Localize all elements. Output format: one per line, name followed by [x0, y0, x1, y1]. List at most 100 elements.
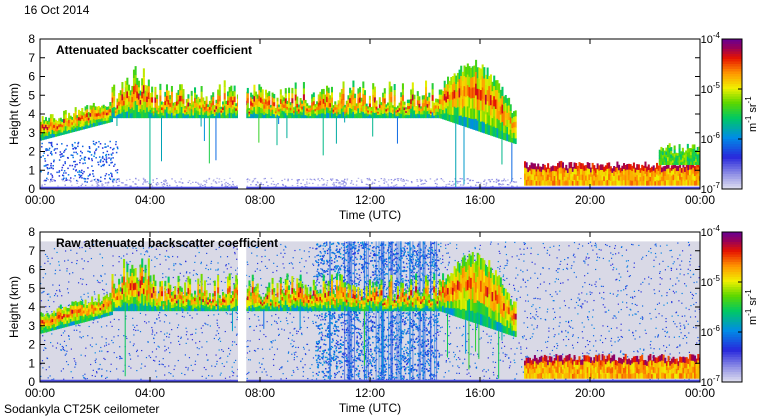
colorbar-swatch	[722, 244, 742, 248]
colorbar-frame	[721, 231, 743, 383]
colorbar-swatch	[722, 377, 742, 380]
colorbar-swatch	[722, 274, 742, 278]
colorbar-swatch	[722, 146, 742, 150]
colorbar-swatch	[722, 257, 742, 260]
colorbar-swatch	[722, 144, 742, 147]
colorbar-swatch	[722, 267, 742, 270]
colorbar-swatch	[722, 259, 742, 263]
colorbar-swatch	[722, 89, 742, 92]
colorbar-tick-label: 10-5	[701, 81, 721, 96]
colorbar-swatch	[722, 94, 742, 97]
colorbar-tick-label: 10-7	[701, 181, 721, 196]
colorbar-swatch	[722, 159, 742, 162]
colorbar-swatch	[722, 337, 742, 340]
colorbar-tick-label: 10-4	[701, 31, 721, 46]
colorbar-unit: m-1 sr-1	[744, 96, 759, 132]
colorbar-swatch	[722, 76, 742, 80]
colorbar-swatch	[722, 309, 742, 313]
colorbar-swatch	[722, 136, 742, 140]
x-axis-label: Time (UTC)	[339, 401, 401, 415]
y-tick-label: 0	[28, 182, 35, 196]
y-tick-label: 1	[28, 163, 35, 177]
y-tick-label: 6	[28, 70, 35, 84]
colorbar-swatch	[722, 362, 742, 365]
colorbar-swatch	[722, 79, 742, 82]
colorbar-swatch	[722, 114, 742, 117]
colorbar-swatch	[722, 352, 742, 355]
colorbar-swatch	[722, 84, 742, 87]
colorbar-tick-label: 10-6	[701, 324, 721, 339]
colorbar-swatch	[722, 181, 742, 185]
colorbar-swatch	[722, 129, 742, 132]
x-tick-label: 20:00	[575, 193, 605, 207]
colorbar-swatch	[722, 367, 742, 370]
colorbar-swatch	[722, 124, 742, 127]
y-tick-label: 2	[28, 338, 35, 352]
y-tick-label: 3	[28, 319, 35, 333]
colorbar-swatch	[722, 131, 742, 135]
colorbar-swatch	[722, 284, 742, 288]
colorbar-swatch	[722, 119, 742, 122]
y-tick-label: 4	[28, 107, 35, 121]
colorbar-swatch	[722, 169, 742, 172]
colorbar-swatch	[722, 151, 742, 155]
colorbar-swatch	[722, 61, 742, 65]
colorbar-swatch	[722, 74, 742, 77]
colorbar-swatch	[722, 372, 742, 375]
colorbar-swatch	[722, 96, 742, 100]
colorbar-swatch	[722, 49, 742, 52]
colorbar-swatch	[722, 39, 742, 42]
colorbar-swatch	[722, 56, 742, 60]
colorbar-swatch	[722, 86, 742, 90]
data-gap	[238, 232, 247, 382]
colorbar-swatch	[722, 186, 742, 190]
colorbar-swatch	[722, 332, 742, 335]
colorbar-swatch	[722, 374, 742, 378]
x-tick-label: 08:00	[245, 193, 275, 207]
colorbar-unit: m-1 sr-1	[744, 289, 759, 325]
x-tick-label: 00:00	[25, 386, 55, 400]
x-tick-label: 08:00	[245, 386, 275, 400]
colorbar-swatch	[722, 354, 742, 358]
colorbar-swatch	[722, 51, 742, 55]
colorbar-swatch	[722, 379, 742, 383]
colorbar-swatch	[722, 327, 742, 330]
colorbar-swatch	[722, 106, 742, 110]
date-label: 16 Oct 2014	[24, 3, 90, 17]
y-tick-label: 6	[28, 263, 35, 277]
colorbar-swatch	[722, 54, 742, 57]
x-tick-label: 04:00	[135, 193, 165, 207]
colorbar-swatch	[722, 272, 742, 275]
panel-2: 0 1 2 3 4 5 6 7 8 00:00 04:00 08:00 12:00 16:00 20:00 0…	[7, 224, 759, 415]
colorbar-swatch	[722, 322, 742, 325]
colorbar-swatch	[722, 99, 742, 102]
colorbar-swatch	[722, 349, 742, 353]
panel-title: Raw attenuated backscatter coefficient	[56, 236, 278, 250]
colorbar-swatch	[722, 176, 742, 180]
colorbar-swatch	[722, 237, 742, 240]
colorbar-swatch	[722, 269, 742, 273]
x-tick-label: 04:00	[135, 386, 165, 400]
instrument-caption: Sodankyla CT25K ceilometer	[4, 402, 160, 416]
colorbar-swatch	[722, 304, 742, 308]
x-tick-label: 20:00	[575, 386, 605, 400]
colorbar-swatch	[722, 164, 742, 167]
colorbar-swatch	[722, 359, 742, 363]
colorbar-swatch	[722, 141, 742, 145]
x-tick-label: 12:00	[355, 193, 385, 207]
colorbar-swatch	[722, 161, 742, 165]
colorbar-swatch	[722, 239, 742, 243]
colorbar-tick-label: 10-4	[701, 224, 721, 239]
colorbar-tick-label: 10-5	[701, 274, 721, 289]
y-tick-label: 7	[28, 244, 35, 258]
x-tick-label: 00:00	[25, 193, 55, 207]
colorbar-swatch	[722, 111, 742, 115]
y-tick-label: 7	[28, 51, 35, 65]
y-tick-label: 5	[28, 88, 35, 102]
colorbar-swatch	[722, 156, 742, 160]
y-tick-label: 2	[28, 145, 35, 159]
colorbar-swatch	[722, 289, 742, 293]
colorbar-swatch	[722, 71, 742, 75]
colorbar-swatch	[722, 41, 742, 45]
